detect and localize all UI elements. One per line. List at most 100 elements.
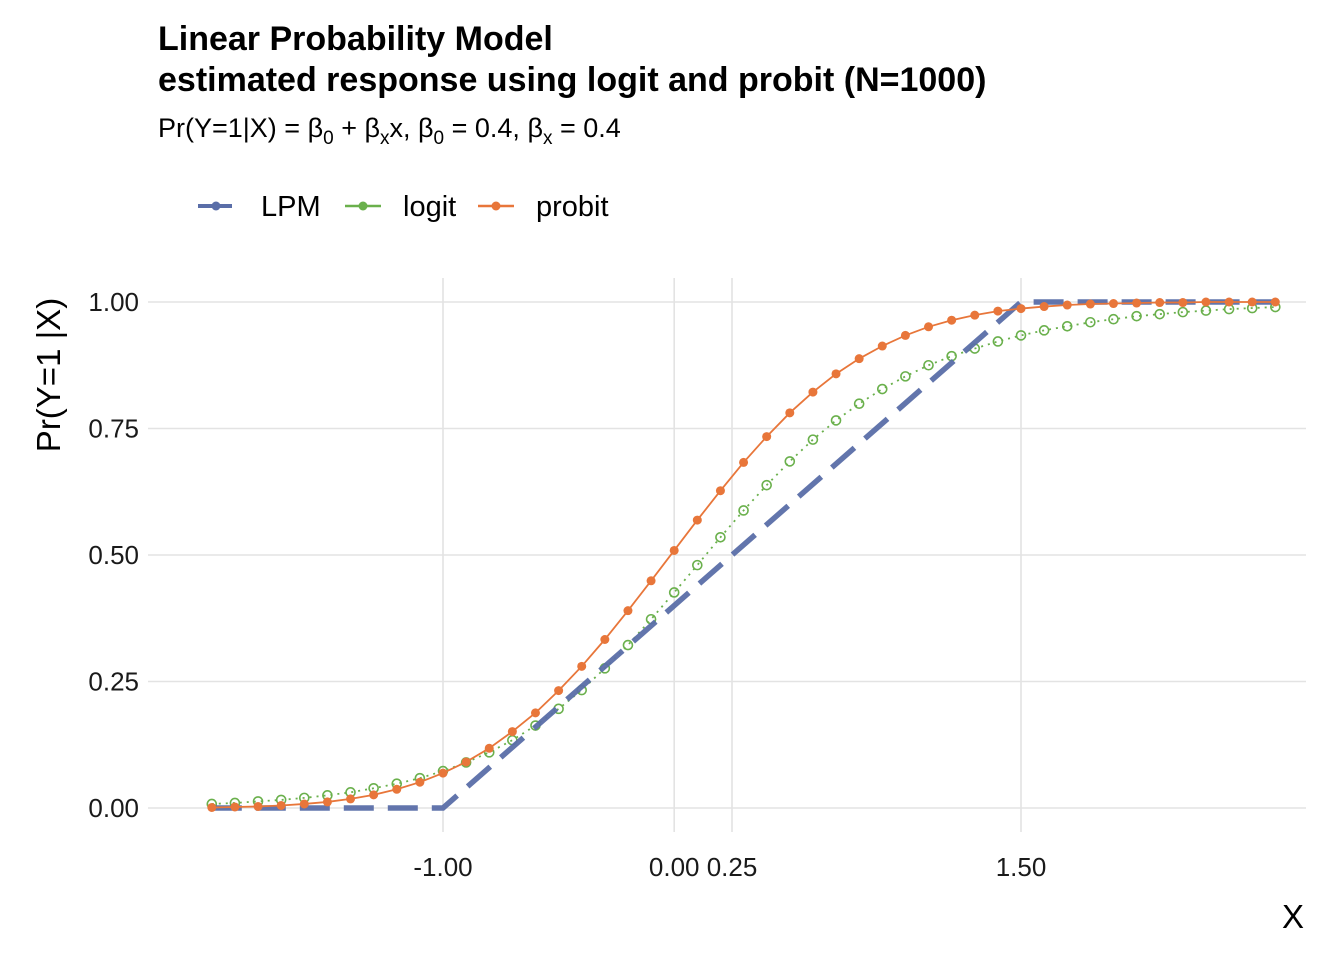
data-point-probit bbox=[253, 801, 263, 811]
data-point-probit bbox=[924, 322, 934, 332]
x-tick-label: 1.50 bbox=[996, 852, 1047, 882]
data-point-probit bbox=[1224, 297, 1234, 307]
data-point-logit bbox=[622, 639, 634, 651]
data-point-probit bbox=[739, 457, 749, 467]
data-point-probit bbox=[346, 794, 356, 804]
data-point-logit bbox=[1085, 316, 1096, 328]
legend-item-logit: logit bbox=[345, 191, 456, 223]
data-point-logit bbox=[692, 559, 703, 571]
chart-subtitle: Pr(Y=1|X) = β0 + βxx, β0 = 0.4, βx = 0.4 bbox=[158, 113, 621, 149]
legend-label: probit bbox=[536, 191, 609, 223]
data-point-probit bbox=[900, 330, 910, 340]
data-point-logit bbox=[761, 479, 772, 491]
beta-symbol: β bbox=[364, 113, 380, 143]
data-point-probit bbox=[692, 515, 702, 525]
data-point-probit bbox=[530, 708, 540, 718]
data-point-logit bbox=[853, 398, 865, 410]
data-point-probit bbox=[762, 432, 772, 442]
y-tick-label: 0.00 bbox=[88, 793, 139, 823]
data-point-probit bbox=[1132, 298, 1142, 308]
data-point-logit bbox=[1131, 310, 1142, 322]
legend-key-point bbox=[211, 201, 221, 211]
grid bbox=[148, 278, 1306, 832]
subtitle-part: = 0.4 bbox=[552, 113, 620, 143]
subscript-x: x bbox=[380, 128, 390, 149]
data-point-probit bbox=[669, 545, 679, 555]
data-point-logit bbox=[1015, 330, 1027, 341]
data-point-logit bbox=[715, 531, 726, 543]
data-point-probit bbox=[554, 686, 564, 696]
data-point-logit bbox=[1061, 320, 1073, 332]
data-point-probit bbox=[1016, 304, 1026, 314]
data-point-logit bbox=[1038, 325, 1050, 336]
data-point-probit bbox=[230, 802, 240, 812]
data-point-logit bbox=[807, 434, 819, 445]
data-point-probit bbox=[1247, 297, 1257, 307]
data-point-probit bbox=[1270, 297, 1280, 307]
data-point-logit bbox=[900, 371, 911, 382]
data-point-probit bbox=[322, 797, 332, 807]
chart-title-line2: estimated response using logit and probi… bbox=[158, 61, 986, 99]
data-point-probit bbox=[715, 486, 725, 496]
data-point-probit bbox=[507, 727, 517, 737]
data-point-logit bbox=[738, 505, 749, 516]
subscript-x: x bbox=[543, 128, 553, 149]
data-point-probit bbox=[461, 757, 471, 767]
plus-sign: + bbox=[334, 113, 365, 143]
data-point-probit bbox=[1201, 297, 1211, 307]
data-point-probit bbox=[1062, 300, 1072, 310]
legend-label: logit bbox=[403, 191, 456, 223]
y-tick-label: 0.75 bbox=[88, 414, 139, 444]
data-point-probit bbox=[831, 369, 841, 379]
beta-symbol: β bbox=[308, 113, 324, 143]
y-tick-label: 0.25 bbox=[88, 667, 139, 697]
x-axis-title: X bbox=[1282, 898, 1304, 935]
data-point-logit bbox=[830, 415, 842, 426]
data-point-probit bbox=[438, 768, 448, 778]
legend-key-point bbox=[491, 201, 501, 211]
subtitle-part: Pr(Y=1|X) = bbox=[158, 113, 308, 143]
legend-label: LPM bbox=[261, 191, 321, 223]
y-tick-label: 1.00 bbox=[88, 287, 139, 317]
chart-title: Linear Probability Model bbox=[158, 20, 553, 58]
legend-key-point bbox=[358, 201, 368, 211]
data-point-logit bbox=[668, 587, 680, 598]
data-point-probit bbox=[1108, 299, 1118, 309]
subtitle-part: x, bbox=[390, 113, 419, 143]
data-point-probit bbox=[392, 784, 402, 794]
beta-symbol: β bbox=[527, 113, 543, 143]
data-point-probit bbox=[993, 306, 1003, 316]
data-point-probit bbox=[1085, 299, 1095, 309]
data-point-logit bbox=[923, 359, 934, 371]
x-axis-ticks: -1.00 0.00 0.25 1.50 bbox=[413, 852, 1046, 882]
data-point-probit bbox=[415, 777, 425, 787]
y-axis-title: Pr(Y=1 |X) bbox=[30, 298, 67, 452]
data-point-probit bbox=[785, 408, 795, 418]
data-point-probit bbox=[877, 341, 887, 351]
data-point-probit bbox=[623, 606, 633, 616]
y-axis-ticks: 0.00 0.25 0.50 0.75 1.00 bbox=[88, 287, 139, 823]
legend-item-lpm: LPM bbox=[198, 191, 321, 223]
data-point-logit bbox=[1154, 308, 1166, 320]
data-point-probit bbox=[808, 387, 818, 397]
series-layer bbox=[206, 297, 1281, 812]
data-point-logit bbox=[784, 456, 796, 467]
legend: LPM logit probit bbox=[198, 191, 609, 223]
data-point-probit bbox=[484, 743, 494, 753]
data-point-probit bbox=[854, 354, 864, 364]
data-point-probit bbox=[207, 802, 217, 812]
beta-symbol: β bbox=[418, 113, 434, 143]
data-point-logit bbox=[992, 336, 1004, 347]
data-point-probit bbox=[947, 315, 957, 325]
subscript-0: 0 bbox=[434, 128, 445, 149]
data-point-logit bbox=[1177, 306, 1189, 318]
data-point-logit bbox=[876, 383, 888, 395]
data-point-probit bbox=[646, 576, 656, 586]
y-tick-label: 0.50 bbox=[88, 540, 139, 570]
legend-item-probit: probit bbox=[478, 191, 609, 223]
subtitle-part: = 0.4, bbox=[444, 113, 527, 143]
x-tick-label: 0.00 bbox=[649, 852, 700, 882]
data-point-probit bbox=[970, 310, 980, 320]
data-point-probit bbox=[369, 790, 379, 800]
